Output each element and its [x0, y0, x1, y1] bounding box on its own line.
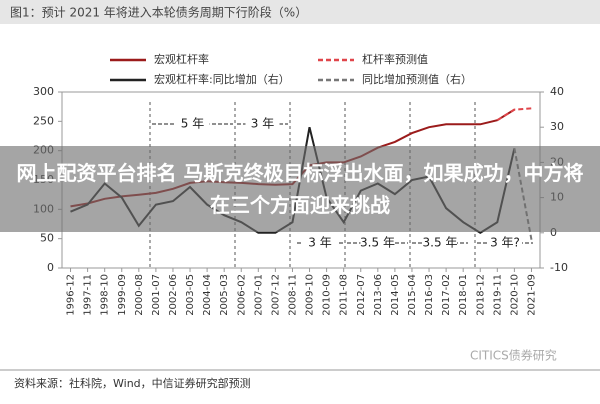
x-tick-label: 2000-08 — [134, 274, 145, 316]
x-tick-label: 2001-07 — [151, 274, 162, 316]
y-tick-label: 300 — [33, 85, 54, 98]
x-tick-label: 2006-02 — [236, 274, 247, 316]
x-tick-label: 2015-04 — [407, 274, 418, 316]
overlay-banner: 网上配资平台排名 马斯克终极目标浮出水面，如果成功，中方将在三个方面迎来挑战 — [0, 146, 600, 232]
annotation: 3.5 年 — [360, 236, 395, 250]
x-tick-label: 2004-04 — [202, 274, 213, 316]
y-tick-label: 50 — [40, 232, 54, 245]
legend-label: 宏观杠杆率 — [154, 52, 209, 66]
annotation: 3.5 年 — [423, 236, 458, 250]
y2-tick-label: -10 — [550, 261, 568, 274]
x-tick-label: 2005-03 — [219, 274, 230, 316]
x-tick-label: 1998-10 — [100, 274, 111, 316]
x-tick-label: 2003-05 — [185, 274, 196, 316]
annotation-bg — [175, 116, 210, 132]
x-tick-label: 2018-12 — [475, 274, 486, 316]
y2-tick-label: 40 — [550, 85, 564, 98]
x-tick-label: 2011-08 — [339, 274, 350, 316]
annotation: 5 年 — [181, 117, 204, 131]
legend-label: 宏观杠杆率:同比增加（右） — [154, 72, 290, 86]
chart-title: 图1：预计 2021 年将进入本轮债务周期下行阶段（%） — [10, 5, 307, 20]
annotation-bg — [488, 235, 522, 251]
x-tick-label: 1997-11 — [83, 274, 94, 316]
watermark: CITICS债券研究 — [470, 348, 557, 363]
overlay-text: 网上配资平台排名 马斯克终极目标浮出水面，如果成功，中方将在三个方面迎来挑战 — [16, 161, 584, 217]
y2-tick-label: 0 — [550, 226, 557, 239]
annotation-bg — [360, 235, 395, 251]
legend-label: 同比增加预测值（右） — [362, 72, 472, 86]
x-tick-label: 2009-10 — [305, 274, 316, 316]
x-tick-label: 1996-12 — [66, 274, 77, 316]
y2-tick-label: 30 — [550, 120, 564, 133]
x-tick-label: 2018-01 — [458, 274, 469, 316]
x-tick-label: 2019-11 — [492, 274, 503, 316]
x-tick-label: 1999-09 — [117, 274, 128, 316]
x-tick-label: 2002-06 — [168, 274, 179, 316]
x-tick-label: 2021-09 — [526, 274, 537, 316]
x-tick-label: 2012-07 — [356, 274, 367, 316]
legend-label: 杠杆率预测值 — [362, 52, 428, 66]
annotation-bg — [423, 235, 457, 251]
x-tick-label: 2016-03 — [424, 274, 435, 316]
x-tick-label: 2020-10 — [509, 274, 520, 316]
annotation: 3 年 — [251, 117, 274, 131]
x-tick-label: 2010-09 — [322, 274, 333, 316]
annotation-bg — [245, 116, 280, 132]
series-line — [496, 107, 532, 122]
x-tick-label: 2007-12 — [270, 274, 281, 316]
x-tick-label: 2007-01 — [253, 274, 264, 316]
y-tick-label: 250 — [33, 114, 54, 127]
annotation: 3 年? — [490, 236, 520, 250]
source: 资料来源：社科院，Wind，中信证券研究部预测 — [14, 376, 251, 390]
title-bar — [0, 0, 600, 24]
y-tick-label: 0 — [47, 261, 54, 274]
annotation-bg — [303, 235, 337, 251]
x-tick-label: 2014-05 — [390, 274, 401, 316]
x-tick-label: 2008-11 — [287, 274, 298, 316]
annotation: 3 年 — [308, 236, 331, 250]
x-tick-label: 2017-02 — [441, 274, 452, 316]
x-tick-label: 2013-06 — [373, 274, 384, 316]
